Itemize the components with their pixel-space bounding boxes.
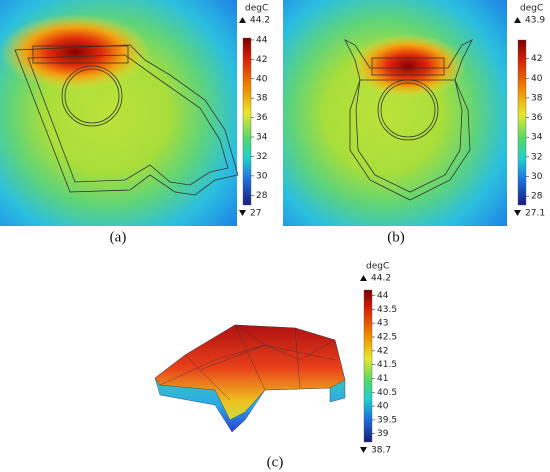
colorbar-tick-label: 38 <box>256 94 268 104</box>
min-arrow <box>360 447 367 453</box>
colorbar-tick-label: 42.5 <box>377 332 397 342</box>
min-arrow <box>514 210 521 216</box>
panel-caption: (c) <box>267 454 284 470</box>
min-arrow <box>239 210 246 216</box>
colorbar-tick-label: 32 <box>531 152 542 162</box>
colorbar-min: 38.7 <box>371 446 391 456</box>
colorbar-unit: degC <box>520 4 543 14</box>
colorbar-unit: degC <box>245 4 268 14</box>
colorbar-tick-label: 28 <box>531 192 543 202</box>
max-arrow <box>239 17 246 23</box>
colorbar <box>242 37 252 206</box>
colorbar-tick-label: 41 <box>377 374 388 384</box>
colorbar-tick-label: 40 <box>256 74 268 84</box>
colorbar-tick-label: 36 <box>256 113 268 123</box>
colorbar-tick-label: 36 <box>531 113 543 123</box>
colorbar-tick-label: 42 <box>531 54 542 64</box>
colorbar-tick-label: 44 <box>377 291 389 301</box>
colorbar-tick-label: 40.5 <box>377 388 397 398</box>
colorbar-tick-label: 42 <box>377 346 388 356</box>
max-arrow <box>514 17 521 23</box>
colorbar-tick-label: 39.5 <box>377 415 397 425</box>
colorbar-tick-label: 34 <box>256 133 268 143</box>
colorbar-tick-label: 40 <box>531 74 543 84</box>
panel-c-image <box>154 324 346 433</box>
colorbar-tick-label: 30 <box>531 172 543 182</box>
colorbar-tick-label: 39 <box>377 429 389 439</box>
colorbar <box>363 289 373 443</box>
colorbar-tick-label: 28 <box>256 191 268 201</box>
colorbar-tick-label: 30 <box>256 171 268 181</box>
colorbar-max: 44.2 <box>371 274 391 284</box>
colorbar-tick-label: 44 <box>256 35 268 45</box>
colorbar-tick-label: 34 <box>531 133 543 143</box>
colorbar-tick-label: 32 <box>256 152 267 162</box>
colorbar-max: 43.9 <box>525 16 545 26</box>
colorbar-tick-label: 43 <box>377 319 388 329</box>
colorbar-min: 27 <box>250 209 261 219</box>
panel-caption: (a) <box>110 229 127 245</box>
max-arrow <box>360 275 367 281</box>
colorbar-max: 44.2 <box>250 16 270 26</box>
panel-b-image <box>283 0 507 226</box>
colorbar-tick-label: 38 <box>531 93 543 103</box>
colorbar-tick-label: 41.5 <box>377 360 397 370</box>
colorbar <box>517 39 527 206</box>
colorbar-unit: degC <box>366 262 389 272</box>
colorbar-tick-label: 40 <box>377 402 389 412</box>
colorbar-min: 27.1 <box>525 209 545 219</box>
panel-caption: (b) <box>387 229 405 245</box>
colorbar-tick-label: 42 <box>256 55 267 65</box>
panel-a-image <box>0 0 239 226</box>
colorbar-tick-label: 43.5 <box>377 305 397 315</box>
